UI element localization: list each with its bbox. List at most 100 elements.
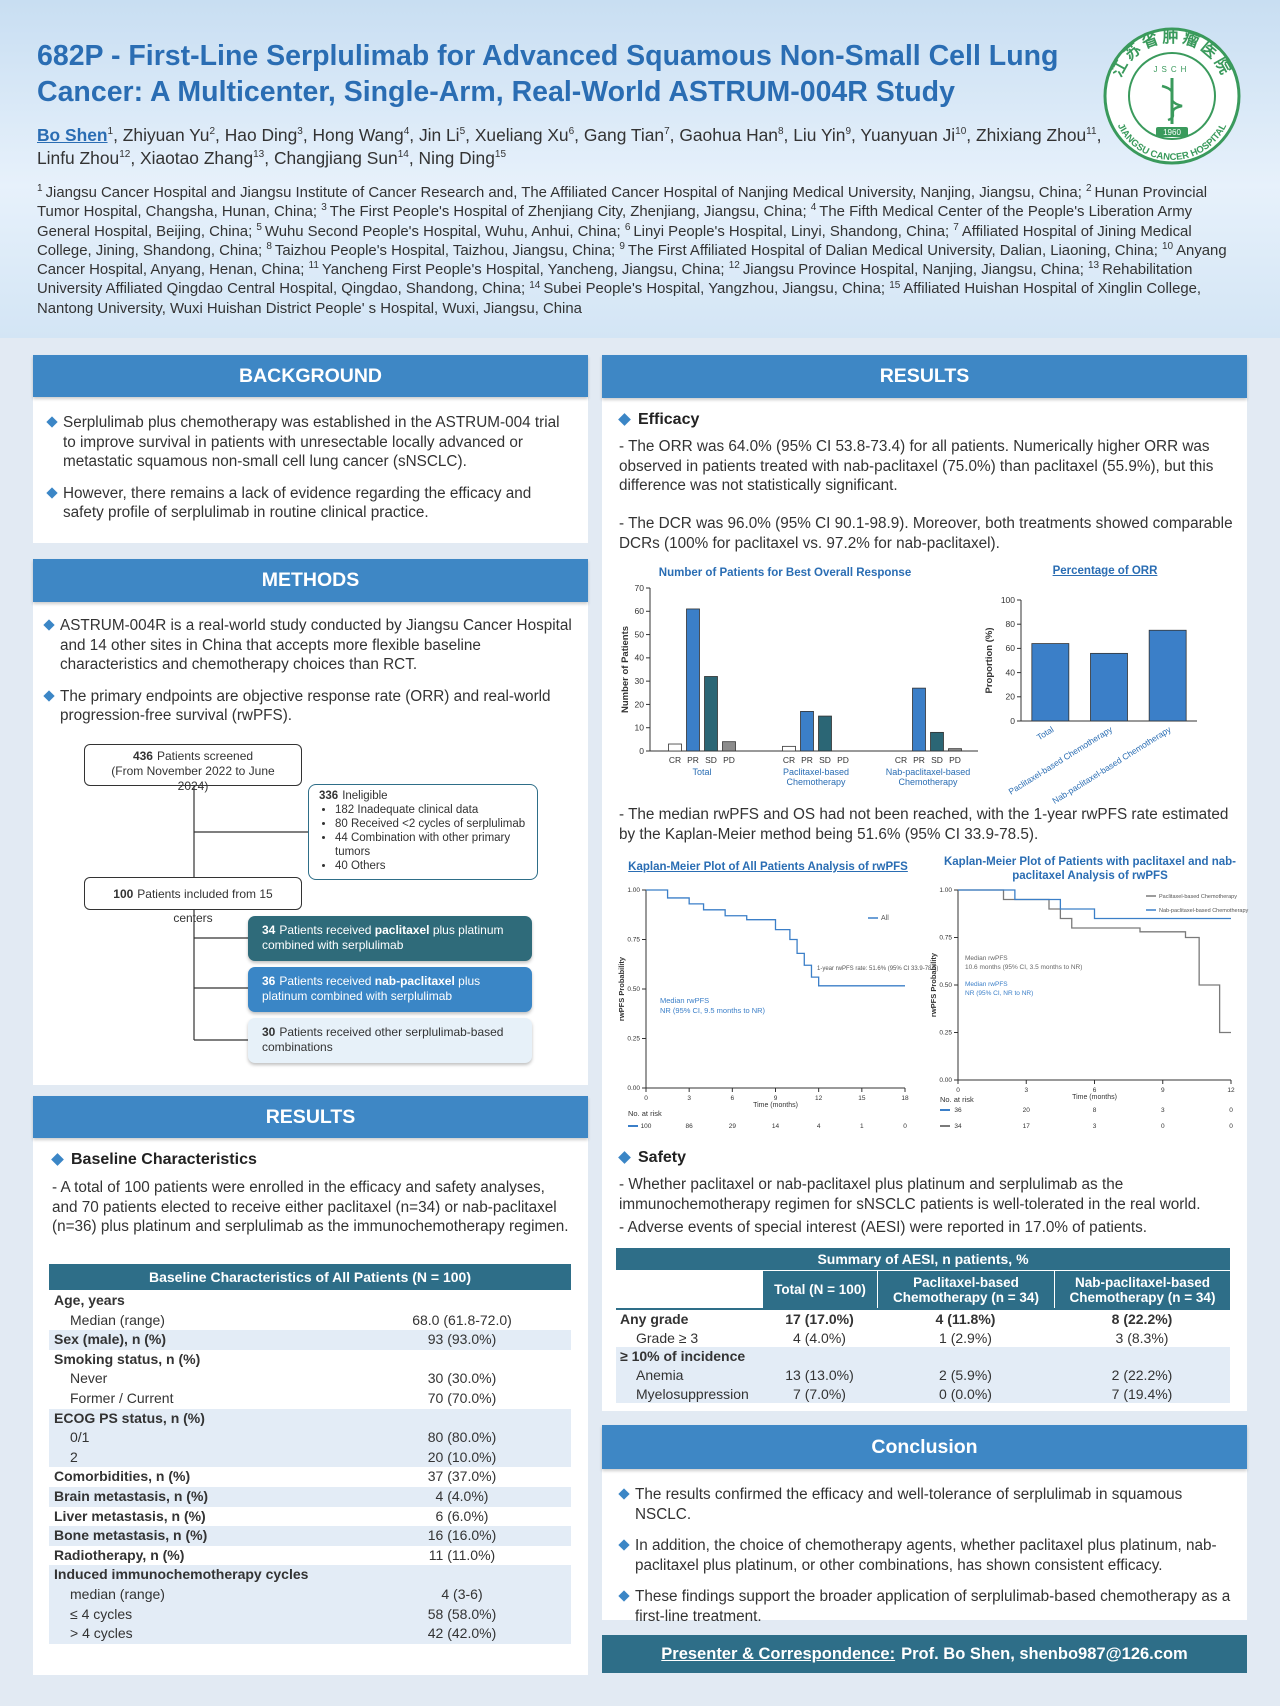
x-tick-label: 3 <box>687 1095 691 1102</box>
affiliation-number: 4 <box>810 202 817 214</box>
logo-snake <box>1161 84 1183 122</box>
affiliation-text: Jiangsu Province Hospital, Nanjing, Jian… <box>742 262 1084 279</box>
flow-number: 336 <box>319 790 339 802</box>
affiliation-number: 6 <box>624 221 631 233</box>
affiliation-text: Jiangsu Cancer Hospital and Jiangsu Inst… <box>45 185 1082 201</box>
author-name: Zhixiang Zhou <box>975 125 1087 145</box>
table-header-band <box>762 1271 1230 1308</box>
author: Hong Wang4, <box>313 125 415 145</box>
bar <box>686 608 700 752</box>
bullet-item: In addition, the choice of chemotherapy … <box>619 1536 1237 1575</box>
row-value: 80 (80.0%) <box>427 1429 497 1446</box>
table-row-band <box>49 1565 571 1644</box>
author-separator: , <box>669 125 675 145</box>
risk-count: 4 <box>817 1123 821 1130</box>
affiliation-number: 15 <box>889 279 901 291</box>
row-value: 4 (3-6) <box>441 1586 483 1602</box>
legend-label: All <box>881 915 889 922</box>
author-affiliation-number: 9 <box>845 126 852 138</box>
section-banner: RESULTS <box>33 1096 588 1138</box>
flow-text: plus platinum combined with serplulimab <box>262 923 504 952</box>
y-tick-label: 0.00 <box>939 1077 952 1084</box>
column-header: Total (N = 100) <box>762 1271 877 1308</box>
x-tick-label: 12 <box>1227 1087 1235 1094</box>
flow-line: 436 Patients screened <box>95 749 291 764</box>
table-row-band <box>49 1291 571 1331</box>
chart-title: Kaplan-Meier Plot of Patients with pacli… <box>943 856 1237 882</box>
safety-text: - Whether paclitaxel or nab-paclitaxel p… <box>619 1176 1201 1213</box>
author-separator: , <box>302 125 308 145</box>
flow-number: 36 <box>262 974 276 988</box>
author: Gang Tian7, <box>584 125 675 145</box>
methods-text: ASTRUM-004R is a real-world study conduc… <box>44 616 579 738</box>
logo-ribbon <box>1156 127 1188 137</box>
flow-text: Patients received <box>279 974 372 988</box>
baseline-text: - A total of 100 patients were enrolled … <box>52 1179 569 1235</box>
x-tick-label: PD <box>837 755 849 765</box>
affiliation-number: 1 <box>37 183 43 195</box>
author-name: Bo Shen <box>37 125 108 145</box>
results-panel <box>602 355 1247 1411</box>
row-label: ≥ 10% of incidence <box>620 1348 746 1365</box>
y-tick-label: 10 <box>635 723 645 733</box>
risk-count: 17 <box>1023 1123 1031 1130</box>
bullet-item: ASTRUM-004R is a real-world study conduc… <box>44 616 579 675</box>
row-value: 4 (4.0%) <box>435 1488 489 1504</box>
table-title: Baseline Characteristics of All Patients… <box>49 1264 571 1290</box>
author: Linfu Zhou12, <box>37 148 135 168</box>
author: Zhixiang Zhou11, <box>976 125 1101 145</box>
x-axis-label: Time (months) <box>753 1102 798 1109</box>
logo-inner-ring <box>1128 52 1216 140</box>
flow-arm-box: 36 Patients received nab-paclitaxel plus … <box>248 967 532 1012</box>
author-name: Yuanyuan Ji <box>860 125 956 145</box>
row-value: 42 (42.0%) <box>427 1625 497 1642</box>
affiliation-number: 9 <box>619 240 625 252</box>
column-header: Paclitaxel-based Chemotherapy (n = 34) <box>877 1271 1054 1308</box>
x-tick-label: PD <box>949 755 961 765</box>
row-value: 17 (17.0%) <box>785 1311 854 1327</box>
affiliation-number: 8 <box>266 240 272 252</box>
author-name: Xiaotao Zhang <box>140 148 254 168</box>
y-tick-label: 0.75 <box>939 935 952 942</box>
y-tick-label: 1.00 <box>627 887 640 894</box>
table-row-band <box>49 1526 571 1546</box>
risk-count: 0 <box>1229 1123 1233 1130</box>
affiliation-text: Rehabilitation University Affiliated Qin… <box>37 262 1193 298</box>
group-label: Paclitaxel-based Chemotherapy <box>782 767 850 787</box>
author-name: Hong Wang <box>312 125 404 145</box>
row-label: Former / Current <box>70 1390 174 1406</box>
row-value: 2 (22.2%) <box>1111 1367 1173 1384</box>
row-label: Smoking status, n (%) <box>54 1350 201 1367</box>
row-value: 11 (11.0%) <box>428 1546 496 1563</box>
affiliation-text: Wuhu Second People's Hospital, Wuhu, Anh… <box>264 223 621 240</box>
flow-number: 34 <box>262 923 276 937</box>
row-value: 68.0 (61.8-72.0) <box>412 1311 512 1328</box>
row-value: 93 (93.0%) <box>427 1331 497 1348</box>
author-name: Jin Li <box>418 125 460 145</box>
row-value: 6 (6.0%) <box>435 1507 489 1524</box>
affiliation-number: 5 <box>256 221 262 233</box>
efficacy-text: - The median rwPFS and OS had not been r… <box>619 806 1229 843</box>
author: Yuanyuan Ji10, <box>860 125 971 145</box>
risk-count: 3 <box>1093 1123 1097 1130</box>
author-affiliation-number: 12 <box>119 149 131 161</box>
affiliation-text: Affiliated Hospital of Jining Medical Co… <box>37 223 1192 259</box>
row-label: Brain metastasis, n (%) <box>54 1488 209 1504</box>
annotation: 10.6 months (95% CI, 3.5 months to NR) <box>965 964 1082 971</box>
flow-arm-box: 30 Patients received other serplulimab-ba… <box>248 1018 532 1063</box>
table-row-band <box>49 1408 571 1468</box>
flow-text: Patients received <box>279 923 372 937</box>
x-tick-label: PR <box>687 755 699 765</box>
author-name: Hao Ding <box>224 125 298 145</box>
affiliation-text: Yancheng First People's Hospital, Yanche… <box>321 262 725 279</box>
author-affiliation-number: 8 <box>777 126 784 138</box>
chart-title: Kaplan-Meier Plot of All Patients Analys… <box>628 861 908 873</box>
reason: 182 Inadequate clinical data <box>335 803 527 817</box>
bullet-item: Serplulimab plus chemotherapy was establ… <box>47 413 575 472</box>
bar <box>1148 629 1187 722</box>
chart-title: Percentage of ORR <box>1052 565 1158 577</box>
footer-contact: Prof. Bo Shen, shenbo987@126.com <box>901 1645 1188 1663</box>
author-separator: , <box>574 125 580 145</box>
bullet-item: The results confirmed the efficacy and w… <box>619 1485 1237 1524</box>
table-row-band <box>49 1330 571 1350</box>
